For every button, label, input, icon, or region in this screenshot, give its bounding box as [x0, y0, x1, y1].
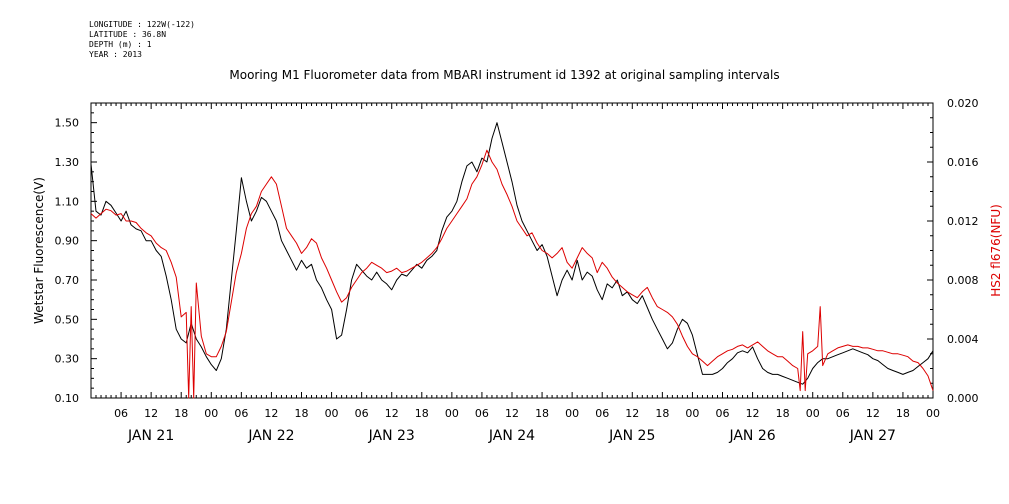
x-tick-label: 18 [174, 407, 188, 420]
x-tick-label: 06 [475, 407, 489, 420]
x-tick-label: 12 [505, 407, 519, 420]
y-tick-label-right: 0.020 [947, 97, 979, 110]
series-line-wetstar [90, 122, 934, 385]
x-day-label: JAN 23 [368, 428, 415, 444]
x-tick-label: 00 [204, 407, 218, 420]
metadata-block: LONGITUDE : 122W(-122) LATITUDE : 36.8N … [89, 20, 195, 60]
x-tick-label: 00 [806, 407, 820, 420]
axis-labels: 06 12 18 00 06 12 18 00 06 12 18 00 06 12 18 00 06 12 18 00… [32, 97, 1003, 444]
x-tick-label: 12 [866, 407, 880, 420]
x-day-label: JAN 21 [127, 428, 174, 444]
x-tick-label: 12 [264, 407, 278, 420]
y-tick-label-left: 0.30 [55, 353, 80, 366]
x-tick-label: 18 [535, 407, 549, 420]
series-lines [90, 122, 934, 399]
x-tick-label: 18 [896, 407, 910, 420]
x-tick-label: 06 [595, 407, 609, 420]
y-axis-label-left: Wetstar Fluorescence(V) [32, 177, 46, 324]
x-tick-label: 00 [685, 407, 699, 420]
x-day-label: JAN 26 [728, 428, 775, 444]
longitude-text: LONGITUDE : 122W(-122) [89, 20, 195, 29]
x-day-label: JAN 24 [488, 428, 535, 444]
x-tick-label: 12 [625, 407, 639, 420]
y-tick-label-left: 1.50 [55, 117, 80, 130]
x-day-label: JAN 27 [849, 428, 896, 444]
year-text: YEAR : 2013 [89, 50, 142, 59]
x-tick-label: 18 [776, 407, 790, 420]
y-tick-label-left: 1.10 [55, 195, 80, 208]
x-tick-label: 12 [144, 407, 158, 420]
x-tick-label: 06 [836, 407, 850, 420]
y-tick-label-left: 0.70 [55, 274, 80, 287]
x-tick-label: 18 [415, 407, 429, 420]
x-tick-label: 06 [234, 407, 248, 420]
axis-ticks [90, 102, 934, 399]
x-tick-label: 00 [565, 407, 579, 420]
y-tick-label-right: 0.000 [947, 392, 979, 405]
x-tick-label: 06 [114, 407, 128, 420]
chart-title: Mooring M1 Fluorometer data from MBARI i… [229, 68, 780, 82]
y-tick-label-left: 0.50 [55, 313, 80, 326]
x-day-label: JAN 22 [247, 428, 294, 444]
y-axis-label-right: HS2 fl676(NFU) [989, 204, 1003, 297]
y-tick-label-left: 1.30 [55, 156, 80, 169]
x-tick-label: 00 [926, 407, 940, 420]
series-line-hs2 [90, 149, 934, 399]
x-tick-label: 18 [295, 407, 309, 420]
x-tick-label: 18 [655, 407, 669, 420]
depth-text: DEPTH (m) : 1 [89, 40, 152, 49]
x-tick-label: 00 [325, 407, 339, 420]
x-tick-label: 00 [445, 407, 459, 420]
y-tick-label-right: 0.008 [947, 274, 979, 287]
y-tick-label-left: 0.90 [55, 235, 80, 248]
y-tick-label-right: 0.012 [947, 215, 979, 228]
y-tick-label-left: 0.10 [55, 392, 80, 405]
x-tick-label: 06 [716, 407, 730, 420]
x-day-label: JAN 25 [608, 428, 655, 444]
x-tick-label: 06 [355, 407, 369, 420]
x-tick-label: 12 [746, 407, 760, 420]
x-tick-label: 12 [385, 407, 399, 420]
y-tick-label-right: 0.016 [947, 156, 979, 169]
latitude-text: LATITUDE : 36.8N [89, 30, 167, 39]
y-tick-label-right: 0.004 [947, 333, 979, 346]
